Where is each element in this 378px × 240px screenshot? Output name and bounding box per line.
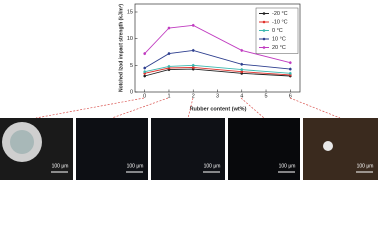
arrow <box>111 97 169 119</box>
x-tick-label: 5 <box>264 93 267 99</box>
point <box>143 74 147 78</box>
legend-marker <box>262 46 266 49</box>
y-tick-label: 15 <box>127 9 133 15</box>
point <box>167 26 171 30</box>
point <box>240 62 244 66</box>
point <box>191 66 195 69</box>
page: {"chart_data": {"type": "line", "x_label… <box>0 3 378 180</box>
point <box>288 72 292 75</box>
spherulite <box>10 130 34 154</box>
arrow <box>240 97 265 119</box>
point <box>191 24 195 27</box>
scale-label: 100 μm <box>127 163 144 169</box>
legend-label: -20 °C <box>272 11 288 17</box>
figure: Rubber content (wt%) Notched Izod impact… <box>0 4 378 180</box>
legend-label: 10 °C <box>272 36 286 42</box>
x-tick-label: 6 <box>289 93 292 99</box>
y-tick-label: 10 <box>127 36 133 42</box>
legend-marker <box>262 37 266 41</box>
point <box>167 65 171 68</box>
point <box>240 68 244 71</box>
x-tick-label: 2 <box>192 93 195 99</box>
x-axis-label: Rubber content (wt%) <box>190 106 247 112</box>
arrow <box>289 97 341 119</box>
x-tick-label: 0 <box>143 93 146 99</box>
series-line <box>144 68 291 77</box>
micrograph <box>76 118 148 180</box>
scale-label: 100 μm <box>357 163 374 169</box>
point <box>143 70 147 74</box>
point <box>191 64 195 67</box>
point <box>143 52 147 55</box>
micrograph <box>151 118 225 180</box>
point <box>167 52 171 55</box>
x-tick-label: 4 <box>240 93 243 99</box>
point <box>240 49 244 52</box>
scale-label: 100 μm <box>52 163 69 169</box>
legend-marker <box>262 12 266 15</box>
point <box>240 70 244 74</box>
scale-label: 100 μm <box>279 163 296 169</box>
y-tick-label: 5 <box>130 63 133 69</box>
micrograph <box>303 118 378 180</box>
legend-marker <box>262 20 266 24</box>
legend-label: -10 °C <box>272 19 288 25</box>
arrow <box>35 97 145 119</box>
legend-label: 20 °C <box>272 45 286 51</box>
point <box>143 66 147 70</box>
y-axis-label: Notched Izod impact strength (kJ/m²) <box>118 4 124 92</box>
y-tick-label: 0 <box>130 89 133 95</box>
x-tick-label: 3 <box>216 93 219 99</box>
x-tick-label: 1 <box>167 93 170 99</box>
point <box>191 49 195 52</box>
micrograph <box>228 118 300 180</box>
scale-label: 100 μm <box>204 163 221 169</box>
point <box>288 67 292 71</box>
bright-spot <box>323 141 333 151</box>
point <box>288 61 292 64</box>
legend-label: 0 °C <box>272 28 283 34</box>
legend-marker <box>262 29 266 32</box>
